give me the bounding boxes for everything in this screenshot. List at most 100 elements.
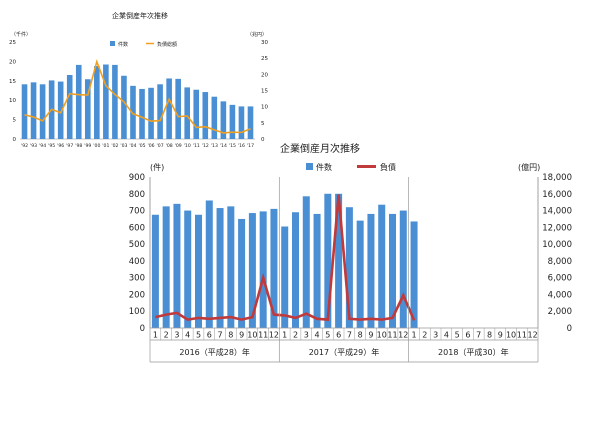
- annual-x-tick-label: '16: [238, 143, 245, 149]
- monthly-bar: [162, 206, 170, 328]
- monthly-legend-line-label: 負債: [380, 162, 396, 172]
- annual-bar: [238, 106, 245, 139]
- monthly-bar: [291, 212, 300, 328]
- annual-bar: [130, 85, 136, 139]
- annual-left-tick-label: 0: [13, 137, 17, 143]
- monthly-month-label: 6: [336, 331, 341, 340]
- monthly-left-tick-label: 200: [129, 290, 145, 300]
- annual-x-tick-label: '93: [30, 143, 37, 149]
- monthly-month-label: 12: [269, 331, 279, 340]
- annual-left-tick-label: 10: [9, 98, 16, 104]
- monthly-bar: [356, 220, 364, 328]
- monthly-bar: [367, 213, 375, 328]
- annual-bar: [193, 89, 200, 139]
- annual-bar: [30, 82, 37, 139]
- annual-bar: [184, 87, 191, 139]
- monthly-legend-bar-swatch: [306, 163, 313, 170]
- annual-x-tick-label: '01: [102, 143, 109, 149]
- annual-x-tick-label: '00: [93, 143, 100, 149]
- monthly-bar: [259, 211, 267, 328]
- monthly-month-label: 7: [218, 331, 223, 340]
- annual-x-tick-label: '02: [111, 143, 118, 149]
- monthly-bar: [302, 196, 310, 328]
- monthly-left-tick-label: 500: [129, 240, 145, 250]
- annual-right-tick-label: 0: [261, 137, 265, 143]
- monthly-year-label: 2017（平成29）年: [309, 347, 380, 357]
- annual-ticks: 0 5 10 15 20 25 0 5 10 15 20 25 30 '92'93'94'95'96'97…: [9, 40, 268, 149]
- monthly-legend-bar-label: 件数: [316, 162, 332, 172]
- annual-bar: [94, 66, 100, 139]
- annual-x-tick-label: '95: [48, 143, 55, 149]
- annual-right-tick-label: 20: [261, 72, 268, 78]
- annual-bar: [75, 64, 82, 139]
- monthly-bar: [216, 208, 224, 328]
- monthly-bar: [238, 218, 246, 328]
- monthly-legend: 件数 負債: [306, 162, 396, 172]
- monthly-bar: [281, 226, 289, 328]
- annual-x-tick-label: '15: [229, 143, 236, 149]
- monthly-month-label: 1: [282, 331, 287, 340]
- monthly-bar: [227, 206, 235, 328]
- monthly-right-tick-label: 8,000: [548, 257, 572, 267]
- annual-left-axis-unit: （千件）: [11, 31, 31, 38]
- monthly-bar: [388, 213, 397, 328]
- annual-right-tick-label: 15: [261, 89, 268, 95]
- annual-x-tick-label: '09: [175, 143, 182, 149]
- annual-x-tick-label: '94: [39, 143, 46, 149]
- monthly-left-tick-label: 800: [129, 190, 145, 200]
- monthly-month-label: 5: [455, 331, 460, 340]
- monthly-right-tick-label: 2,000: [548, 307, 572, 317]
- annual-bar: [103, 64, 109, 139]
- annual-x-tick-label: '12: [202, 143, 209, 149]
- monthly-month-label: 2: [422, 331, 427, 340]
- monthly-bar: [324, 193, 332, 328]
- annual-left-tick-label: 25: [9, 40, 16, 46]
- monthly-right-tick-label: 10,000: [542, 240, 572, 250]
- monthly-month-label: 11: [387, 331, 397, 340]
- annual-bar: [84, 79, 91, 139]
- monthly-month-label: 10: [377, 331, 387, 340]
- monthly-bar: [313, 213, 321, 328]
- monthly-month-label: 2: [164, 331, 169, 340]
- annual-x-tick-label: '17: [247, 143, 254, 149]
- monthly-chart-title: 企業倒産月次推移: [280, 142, 360, 155]
- monthly-month-label: 9: [368, 331, 373, 340]
- annual-chart: 企業倒産年次推移 （千件） （兆円） 件数 負債総額 0 5 10 15 20 25 0 5 1…: [9, 11, 268, 149]
- monthly-right-tick-label: 0: [567, 324, 572, 334]
- monthly-month-label: 8: [228, 331, 233, 340]
- annual-right-tick-label: 10: [261, 105, 268, 111]
- annual-bars: [21, 64, 254, 139]
- monthly-bar: [194, 214, 203, 328]
- monthly-bar: [184, 210, 192, 328]
- monthly-right-tick-label: 14,000: [542, 207, 572, 217]
- annual-bar: [247, 106, 254, 139]
- monthly-month-label: 4: [185, 331, 190, 340]
- monthly-axes: [149, 177, 539, 363]
- monthly-bar: [205, 200, 213, 328]
- monthly-left-tick-label: 300: [129, 274, 145, 284]
- monthly-bar: [345, 207, 353, 328]
- monthly-left-axis-unit: (件): [150, 162, 164, 172]
- monthly-left-tick-label: 700: [129, 207, 145, 217]
- monthly-chart: 企業倒産月次推移 (件) (億円) 件数 負債 0100200300400500…: [129, 142, 572, 363]
- monthly-year-label: 2018（平成30）年: [438, 347, 509, 357]
- monthly-left-tick-label: 100: [129, 307, 145, 317]
- annual-bar: [157, 84, 163, 139]
- monthly-bar: [248, 213, 256, 328]
- monthly-bar: [151, 214, 159, 328]
- monthly-left-tick-label: 900: [129, 173, 145, 183]
- monthly-month-label: 7: [347, 331, 352, 340]
- monthly-month-label: 10: [247, 331, 257, 340]
- monthly-debt-line: [155, 194, 416, 321]
- monthly-left-tick-label: 0: [140, 324, 145, 334]
- annual-left-tick-label: 15: [9, 79, 16, 85]
- annual-bar: [112, 64, 118, 139]
- monthly-right-tick-label: 12,000: [542, 223, 572, 233]
- monthly-bars: [151, 193, 418, 328]
- annual-x-tick-label: '97: [66, 143, 73, 149]
- monthly-month-label: 10: [506, 331, 516, 340]
- annual-bar: [39, 84, 46, 139]
- monthly-month-label: 12: [398, 331, 408, 340]
- annual-bar: [175, 78, 181, 139]
